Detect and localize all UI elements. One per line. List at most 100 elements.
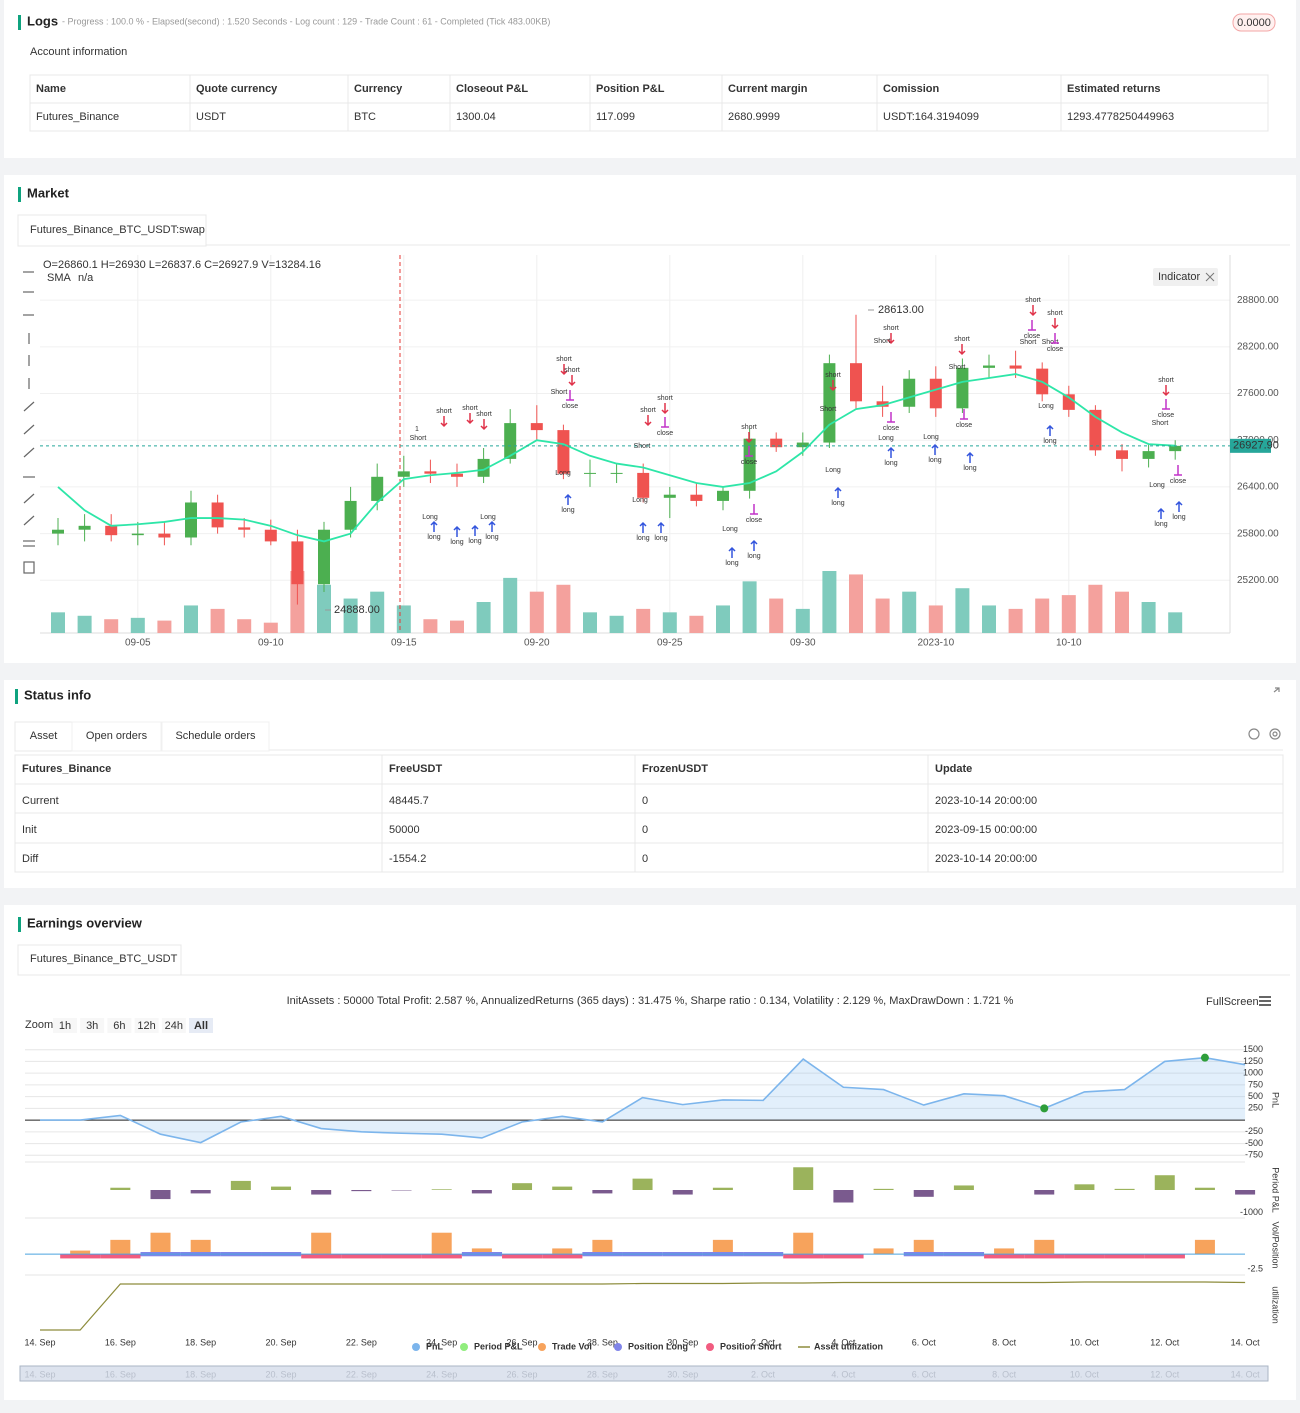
volume-bar — [1061, 595, 1076, 633]
legend-label[interactable]: Period P&L — [474, 1341, 523, 1351]
indicator-label[interactable]: Indicator — [1158, 271, 1201, 283]
table-header: Update — [935, 763, 972, 775]
volume-bar — [1088, 584, 1103, 633]
zoom-button-label[interactable]: 6h — [113, 1020, 125, 1032]
pnl-area — [40, 1057, 1246, 1143]
x-tick-label: 10. Oct — [1070, 1337, 1100, 1347]
tab-label[interactable]: Open orders — [86, 730, 148, 742]
signal-arrow — [931, 443, 939, 455]
period-bar — [1074, 1184, 1095, 1190]
volume-bar — [104, 619, 119, 633]
period-bar — [351, 1190, 372, 1192]
volume-bar — [982, 605, 996, 633]
navigator-label: 14. Oct — [1231, 1369, 1261, 1379]
candle-body — [158, 533, 171, 538]
table-cell: 50000 — [389, 824, 420, 836]
zoom-button-label[interactable]: 24h — [165, 1020, 183, 1032]
period-bar — [512, 1183, 533, 1190]
period-bar — [311, 1190, 332, 1195]
navigator-label: 6. Oct — [912, 1369, 937, 1379]
period-bar — [793, 1167, 814, 1190]
tab[interactable] — [161, 721, 270, 752]
tab-label[interactable]: Asset — [30, 730, 58, 742]
zoom-button-label[interactable]: 3h — [86, 1020, 98, 1032]
x-tick-label: 09-05 — [125, 638, 151, 649]
tab-label[interactable]: Futures_Binance_BTC_USDT — [30, 953, 178, 965]
candle-body — [876, 401, 889, 407]
volume-bar — [476, 602, 491, 633]
table-cell: 1300.04 — [456, 111, 496, 123]
signal-label: short — [1025, 297, 1041, 304]
signal-label: short — [640, 407, 656, 414]
signal-arrow — [639, 521, 647, 533]
signal-arrow — [453, 525, 461, 537]
volume-bar — [1115, 591, 1129, 633]
tab[interactable] — [71, 721, 162, 752]
status-icons[interactable] — [1248, 687, 1281, 740]
volume-bar — [529, 591, 544, 633]
signal-label: long — [884, 460, 897, 467]
trade-vol-bar — [552, 1248, 573, 1255]
legend-symbol — [614, 1343, 622, 1351]
signal-label: close — [562, 403, 578, 410]
candle-body — [796, 442, 809, 448]
indicator-button[interactable] — [1153, 268, 1218, 286]
table-cell: -1554.2 — [389, 853, 426, 865]
toolbar[interactable] — [23, 271, 35, 574]
table-header: Name — [36, 83, 66, 95]
tab[interactable] — [17, 944, 182, 976]
y-tick-label: 25200.00 — [1237, 575, 1279, 586]
trade-vol-bar — [110, 1239, 131, 1255]
tab-label[interactable]: Schedule orders — [175, 730, 256, 742]
legend-label[interactable]: Asset utilization — [814, 1341, 883, 1351]
zoom-button[interactable] — [189, 1018, 213, 1033]
table-cell: USDT:164.3194099 — [883, 111, 979, 123]
tab[interactable] — [14, 721, 73, 752]
tab[interactable] — [17, 214, 207, 247]
x-tick-label: 12. Oct — [1150, 1337, 1180, 1347]
zoom-button[interactable] — [161, 1018, 186, 1033]
zoom-button[interactable] — [80, 1018, 105, 1033]
signal-arrow — [430, 520, 438, 532]
candle-body — [850, 363, 862, 402]
tab-label[interactable]: Futures_Binance_BTC_USDT:swap — [30, 224, 205, 236]
zoom-button-label[interactable]: All — [194, 1020, 208, 1032]
position-short-bar — [502, 1254, 543, 1259]
signal-arrow — [834, 486, 842, 498]
expand-icon — [1205, 272, 1215, 282]
candle-body — [131, 533, 144, 536]
signal-arrow — [1162, 399, 1170, 410]
candle-body — [78, 525, 91, 530]
trade-vol-bar — [913, 1239, 934, 1255]
legend-label[interactable]: PnL — [426, 1341, 444, 1351]
legend-label[interactable]: Trade Vol — [552, 1341, 592, 1351]
volume-bar — [849, 574, 863, 633]
trade-vol-bar — [190, 1239, 211, 1255]
period-bar — [110, 1187, 131, 1190]
signal-arrow — [728, 546, 736, 558]
fullscreen-button[interactable]: FullScreen — [1206, 996, 1259, 1008]
x-tick-label: 14. Sep — [24, 1337, 55, 1347]
signal-label: long — [1154, 521, 1167, 528]
zoom-button[interactable] — [53, 1018, 77, 1033]
zoom-button[interactable] — [134, 1018, 159, 1033]
table-cell: 1293.4778250449963 — [1067, 111, 1174, 123]
signal-label: Short — [820, 406, 837, 413]
menu-icon[interactable] — [1259, 996, 1271, 1006]
volume-bar — [875, 598, 890, 633]
legend-label[interactable]: Position Short — [720, 1341, 782, 1351]
axis-title: Vol/Position — [1271, 1221, 1281, 1268]
zoom-button-label[interactable]: 12h — [137, 1020, 155, 1032]
zoom-button-label[interactable]: 1h — [59, 1020, 71, 1032]
signal-label: Short — [1020, 339, 1037, 346]
zoom-button[interactable] — [107, 1018, 132, 1033]
signal-arrow — [887, 333, 895, 345]
x-tick-label: 6. Oct — [912, 1337, 937, 1347]
trade-vol-bar — [150, 1232, 171, 1255]
drawdown-marker — [1200, 1053, 1209, 1062]
navigator[interactable] — [19, 1365, 1269, 1382]
y-tick-label: -500 — [1245, 1138, 1263, 1148]
trade-vol-bar — [994, 1248, 1015, 1255]
legend-label[interactable]: Position Long — [628, 1341, 688, 1351]
navigator-label: 20. Sep — [266, 1369, 297, 1379]
